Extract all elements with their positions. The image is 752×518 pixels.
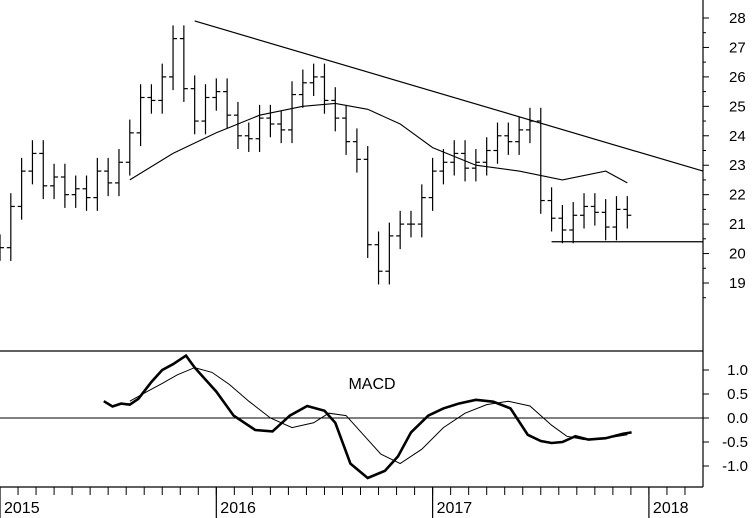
price-panel: 19 20 21 22 23 24 25 26 27 28: [0, 10, 746, 299]
price-y-tick-label: 26: [729, 69, 746, 86]
macd-signal-line: [129, 367, 628, 465]
macd-panel: 1.0 0.5 0.0 -0.5 -1.0 MACD: [0, 353, 748, 480]
macd-y-tick-label: -1.0: [722, 458, 748, 475]
price-y-tick-label: 19: [729, 275, 746, 292]
price-y-tick-label: 20: [729, 246, 746, 263]
moving-average-line: [129, 102, 628, 184]
macd-title: MACD: [348, 376, 395, 393]
x-tick-label: 2015: [4, 500, 40, 517]
price-y-tick-label: 25: [729, 98, 746, 115]
trend-line-resistance: [194, 20, 704, 172]
macd-y-tick-label: 1.0: [727, 362, 748, 379]
price-y-tick-label: 28: [729, 10, 746, 27]
x-tick-label: 2016: [220, 500, 256, 517]
macd-y-tick-label: 0.5: [727, 386, 748, 403]
price-y-tick-label: 27: [729, 39, 746, 56]
x-tick-label: 2018: [653, 500, 689, 517]
macd-line: [103, 353, 632, 480]
macd-y-tick-label: 0.0: [727, 410, 748, 427]
price-y-tick-label: 22: [729, 187, 746, 204]
price-y-tick-label: 24: [729, 128, 746, 145]
x-axis: 2015 2016 2017 2018: [0, 487, 689, 518]
x-tick-label: 2017: [437, 500, 473, 517]
price-y-tick-label: 23: [729, 157, 746, 174]
macd-y-tick-label: -0.5: [722, 434, 748, 451]
price-y-tick-label: 21: [729, 216, 746, 233]
chart-frame: [0, 0, 704, 488]
